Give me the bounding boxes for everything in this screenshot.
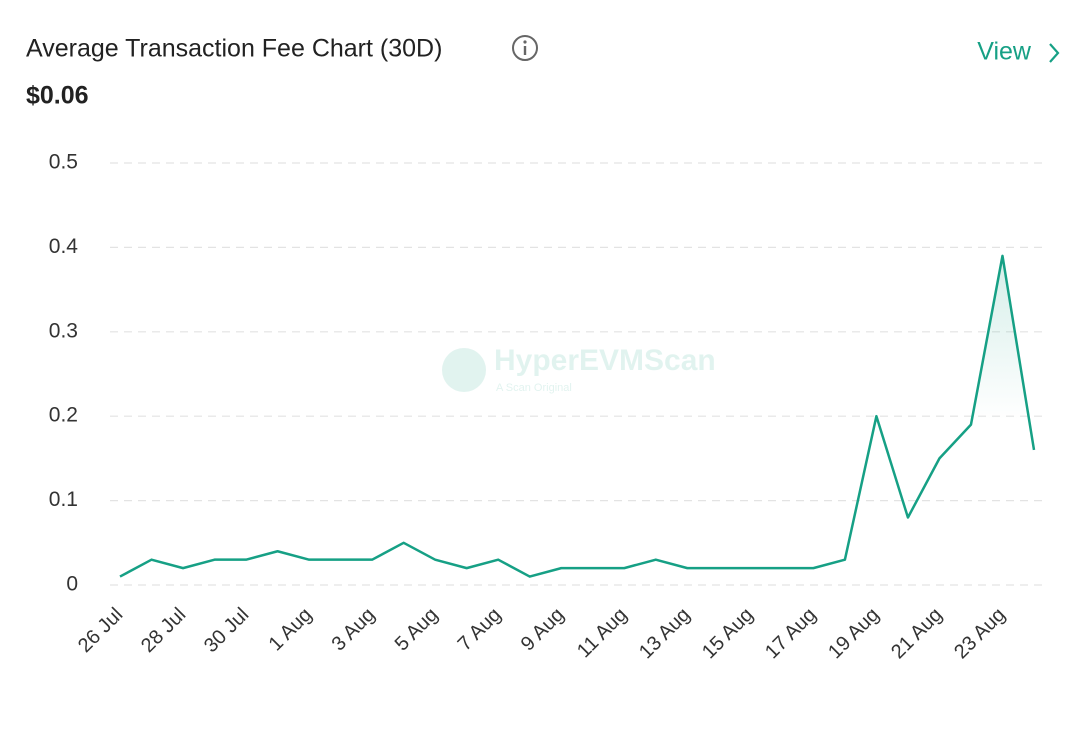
- view-chevron[interactable]: [1049, 43, 1060, 63]
- x-tick-label: 19 Aug: [824, 604, 884, 664]
- y-tick-label: 0.1: [49, 488, 78, 511]
- current-value: $0.06: [26, 82, 89, 110]
- y-tick-label: 0: [66, 573, 78, 596]
- x-tick-label: 30 Jul: [200, 604, 253, 657]
- view-link[interactable]: View: [977, 38, 1032, 66]
- x-tick-label: 7 Aug: [454, 604, 506, 656]
- y-tick-label: 0.4: [49, 235, 79, 258]
- x-tick-label: 11 Aug: [573, 604, 632, 663]
- x-tick-label: 1 Aug: [265, 604, 317, 656]
- x-tick-label: 3 Aug: [328, 604, 380, 656]
- watermark: HyperEVMScan A Scan Original: [442, 344, 716, 394]
- chart-title: Average Transaction Fee Chart (30D): [26, 35, 442, 63]
- x-tick-label: 21 Aug: [887, 604, 947, 664]
- y-tick-label: 0.3: [49, 319, 78, 342]
- line-area: [120, 255, 1034, 585]
- info-icon[interactable]: [512, 35, 538, 61]
- x-tick-label: 23 Aug: [950, 604, 1010, 664]
- x-tick-label: 9 Aug: [517, 604, 569, 656]
- y-tick-label: 0.5: [49, 151, 78, 174]
- y-tick-label: 0.2: [49, 404, 78, 427]
- x-tick-label: 28 Jul: [137, 604, 190, 657]
- x-tick-label: 15 Aug: [698, 604, 758, 664]
- watermark-name: HyperEVMScan: [494, 344, 716, 377]
- watermark-tagline: A Scan Original: [496, 382, 572, 394]
- line: [119, 254, 1036, 578]
- x-tick-label: 13 Aug: [635, 604, 695, 664]
- x-tick-label: 26 Jul: [74, 604, 127, 657]
- x-tick-label: 17 Aug: [761, 604, 821, 664]
- x-tick-label: 5 Aug: [391, 604, 443, 656]
